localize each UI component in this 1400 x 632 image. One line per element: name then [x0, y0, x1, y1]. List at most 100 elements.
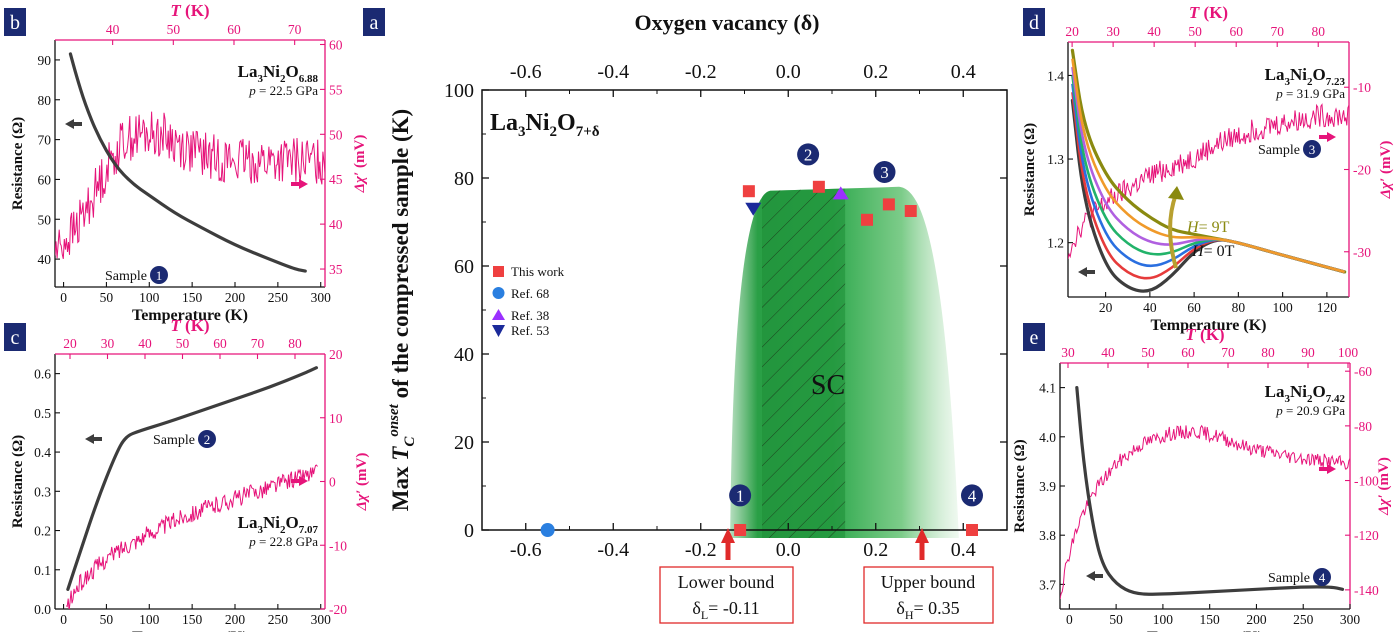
- a-ytick-label: 100: [444, 80, 474, 102]
- y2-tick-label: 0: [329, 475, 336, 490]
- top-x-tick-label: 40: [1147, 24, 1161, 39]
- data-point-this-work: [861, 213, 873, 226]
- x-tick-label: 0: [60, 612, 67, 627]
- compound-part: 2: [280, 73, 286, 85]
- panel-a-y-label: Max TConset of the compressed sample (K): [386, 109, 418, 511]
- y-tick-label: 0.2: [34, 524, 51, 539]
- x-tick-label: 60: [1187, 300, 1201, 315]
- y2-axis-label-sym: Δχ′: [352, 172, 368, 194]
- top-x-tick-label: 80: [288, 336, 302, 351]
- y-tick-label: 0.5: [34, 406, 51, 421]
- x-tick-label: 0: [60, 290, 67, 305]
- lower-bound-value: δL= -0.11: [692, 598, 759, 622]
- top-x-tick-label: 70: [1221, 345, 1235, 360]
- y2-tick-label: -20: [329, 602, 347, 617]
- x-tick-label: 300: [311, 290, 332, 305]
- compound-part: Ni: [1290, 382, 1307, 401]
- legend-triangle-down-marker: [492, 325, 505, 337]
- y2-axis-label-unit: (mV): [1376, 457, 1392, 494]
- y-axis-label: Resistance (Ω): [10, 435, 26, 528]
- chi-axis-arrow: [291, 179, 308, 189]
- legend-ref-38: Ref. 38: [511, 308, 549, 323]
- top-axis-label: T (K): [170, 316, 209, 335]
- y2-tick-label: -10: [1353, 80, 1371, 95]
- x-tick-label: 150: [182, 290, 203, 305]
- y2-axis-label-unit: (mV): [354, 453, 370, 490]
- a-xtick-label: 0.4: [951, 539, 976, 561]
- top-x-tick-label: 100: [1338, 345, 1359, 360]
- x-tick-label: 50: [100, 290, 114, 305]
- x-tick-label: 250: [268, 612, 289, 627]
- x-axis-label: Temperature (K): [132, 307, 248, 324]
- chi-axis-arrow: [1319, 132, 1336, 142]
- sample-number-label: 2: [804, 145, 813, 164]
- x-tick-label: 150: [1200, 612, 1221, 627]
- y2-axis-label-sym: Δχ′: [354, 490, 370, 512]
- pressure-p: p: [1275, 403, 1283, 418]
- x-tick-label: 100: [139, 612, 160, 627]
- pressure-p: p: [248, 534, 256, 549]
- y-tick-label: 1.3: [1047, 152, 1064, 167]
- a-ytick-label: 80: [454, 168, 474, 190]
- top-x-tick-label: 60: [227, 22, 241, 37]
- top-x-tick-label: 20: [63, 336, 77, 351]
- y-axis-label: Resistance (Ω): [10, 117, 26, 210]
- data-point-this-work: [734, 524, 747, 536]
- y2-axis-label-unit: (mV): [352, 135, 368, 172]
- compound-part: 3: [258, 524, 264, 536]
- upper-bound-box: [863, 566, 994, 624]
- data-point-this-work: [904, 205, 917, 217]
- y2-axis-label-unit: (mV): [1378, 141, 1394, 178]
- panel-a-legend: This work Ref. 68 Ref. 38 Ref. 53: [492, 264, 565, 338]
- top-x-tick-label: 80: [1311, 24, 1325, 39]
- sc-dome-hatch: [762, 186, 846, 539]
- field-arrow: [1168, 193, 1178, 269]
- sample-badge-number: 2: [204, 432, 211, 447]
- pressure-label: p = 22.5 GPa: [248, 83, 318, 98]
- panel-b-letter-box: [4, 8, 26, 36]
- y-tick-label: 4.1: [1039, 381, 1056, 396]
- a-top-xtick-label: 0.2: [863, 61, 888, 83]
- x-tick-label: 100: [139, 290, 160, 305]
- data-point-ref-53: [745, 202, 762, 216]
- top-x-tick-label: 30: [101, 336, 115, 351]
- compound-part: 7.07: [299, 524, 319, 536]
- compound-label: La3Ni2O6.88: [238, 62, 319, 85]
- y-tick-label: 1.2: [1047, 236, 1064, 251]
- sample-badge: [150, 266, 168, 284]
- x-tick-label: 300: [311, 612, 332, 627]
- x-tick-label: 250: [268, 290, 289, 305]
- y2-axis-label: Δχ′ (mV): [352, 135, 368, 194]
- sample-number-badge: [873, 161, 896, 183]
- y2-tick-label: 40: [329, 217, 343, 232]
- chi-curve: [55, 111, 325, 260]
- panel-e-letter: e: [1030, 327, 1039, 349]
- top-x-tick-label: 20: [1065, 24, 1079, 39]
- a-top-xtick-label: 0.0: [776, 61, 801, 83]
- h0t-value: = 0T: [1204, 243, 1235, 260]
- x-tick-label: 200: [225, 290, 246, 305]
- pressure-p: p: [1275, 86, 1283, 101]
- compound-part: 3: [1285, 393, 1291, 405]
- a-xtick-label: -0.4: [597, 539, 629, 561]
- y-tick-label: 0.6: [34, 367, 51, 382]
- y2-axis-label: Δχ′ (mV): [1378, 141, 1394, 200]
- top-axis-label-unit: (K): [1196, 325, 1225, 344]
- resistance-curve: [68, 52, 307, 273]
- a-top-xtick-label: -0.6: [510, 61, 542, 83]
- pressure-value: = 22.8 GPa: [256, 534, 318, 549]
- pressure-label: p = 20.9 GPa: [1275, 403, 1345, 418]
- y2-tick-label: 20: [329, 347, 343, 362]
- sample-number-badge: [797, 143, 820, 166]
- chi-curve: [1068, 103, 1349, 259]
- resistance-curve: [66, 366, 319, 591]
- y-tick-label: 4.0: [1039, 430, 1056, 445]
- y2-axis-label-sym: Δχ′: [1378, 178, 1394, 200]
- panel-a-marks: 1 2 3 4: [540, 143, 983, 537]
- top-x-tick-label: 90: [1301, 345, 1315, 360]
- x-axis-label: Temperature (K): [1151, 317, 1267, 334]
- top-x-tick-label: 70: [288, 22, 302, 37]
- sample-number-badge: [961, 484, 983, 507]
- x-axis-label: Temperature (K): [132, 629, 248, 632]
